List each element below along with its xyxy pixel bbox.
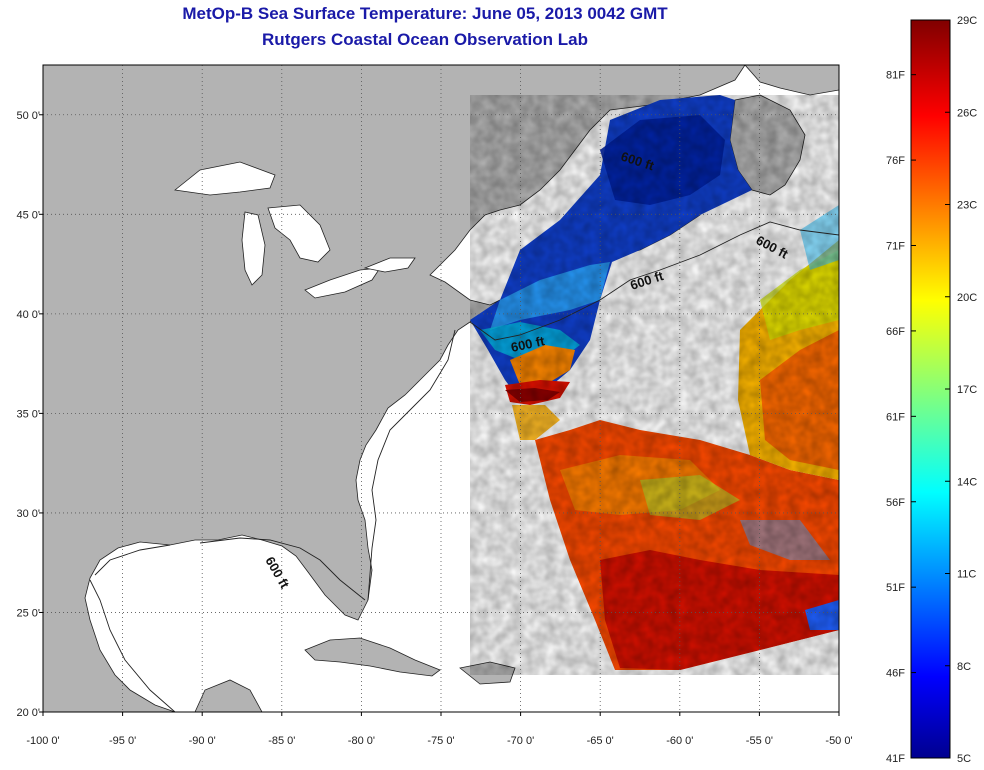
colorbar-label-celsius: 14C <box>957 476 977 488</box>
lat-tick-label: 30 0' <box>16 508 40 520</box>
lon-tick-label: -85 0' <box>268 735 295 747</box>
sst-swath <box>470 95 839 675</box>
latitude-axis: 20 0' 25 0' 30 0' 35 0' 40 0' 45 0' 50 0' <box>16 110 43 719</box>
lat-tick-label: 45 0' <box>16 209 40 221</box>
colorbar-label-fahrenheit: 66F <box>886 326 905 338</box>
lon-tick-label: -55 0' <box>746 735 773 747</box>
colorbar-label-fahrenheit: 71F <box>886 241 905 253</box>
longitude-axis: -100 0' -95 0' -90 0' -85 0' -80 0' -75 0' -70… <box>26 712 853 747</box>
colorbar-label-fahrenheit: 76F <box>886 155 905 167</box>
colorbar-labels: 29C 26C 23C 20C 17C 14C 11C 8C 5C 81F 76F 71F 66F 61F… <box>886 15 977 765</box>
colorbar-label-fahrenheit: 81F <box>886 70 905 82</box>
lon-tick-label: -75 0' <box>427 735 454 747</box>
contour-label-mid-atlantic: 600 ft <box>510 333 547 355</box>
colorbar-label-celsius: 11C <box>957 569 976 581</box>
lon-tick-label: -90 0' <box>189 735 216 747</box>
map-title: MetOp-B Sea Surface Temperature: June 05… <box>182 4 668 23</box>
lon-tick-label: -100 0' <box>26 735 59 747</box>
lon-tick-label: -80 0' <box>348 735 375 747</box>
lat-tick-label: 35 0' <box>16 408 40 420</box>
land-yucatan <box>194 679 263 712</box>
lat-tick-label: 50 0' <box>16 110 40 122</box>
great-lakes <box>174 161 416 299</box>
colorbar-label-celsius: 8C <box>957 661 971 673</box>
colorbar-label-celsius: 29C <box>957 15 977 27</box>
lon-tick-label: -95 0' <box>109 735 136 747</box>
colorbar-label-celsius: 26C <box>957 107 977 119</box>
colorbar-label-fahrenheit: 56F <box>886 497 905 509</box>
colorbar-label-celsius: 5C <box>957 753 971 765</box>
colorbar-label-fahrenheit: 61F <box>886 411 905 423</box>
colorbar-label-celsius: 23C <box>957 200 977 212</box>
colorbar <box>910 19 951 759</box>
map-subtitle: Rutgers Coastal Ocean Observation Lab <box>262 30 588 49</box>
land-cuba <box>304 637 441 677</box>
colorbar-label-celsius: 20C <box>957 292 977 304</box>
colorbar-label-celsius: 17C <box>957 384 977 396</box>
lon-tick-label: -65 0' <box>587 735 614 747</box>
colorbar-label-fahrenheit: 41F <box>886 753 905 765</box>
lat-tick-label: 40 0' <box>16 309 40 321</box>
lon-tick-label: -50 0' <box>825 735 852 747</box>
lat-tick-label: 20 0' <box>16 707 40 719</box>
lat-tick-label: 25 0' <box>16 607 40 619</box>
colorbar-label-fahrenheit: 46F <box>886 668 905 680</box>
colorbar-label-fahrenheit: 51F <box>886 582 905 594</box>
depth-contours <box>89 221 839 712</box>
lon-tick-label: -60 0' <box>666 735 693 747</box>
lon-tick-label: -70 0' <box>507 735 534 747</box>
